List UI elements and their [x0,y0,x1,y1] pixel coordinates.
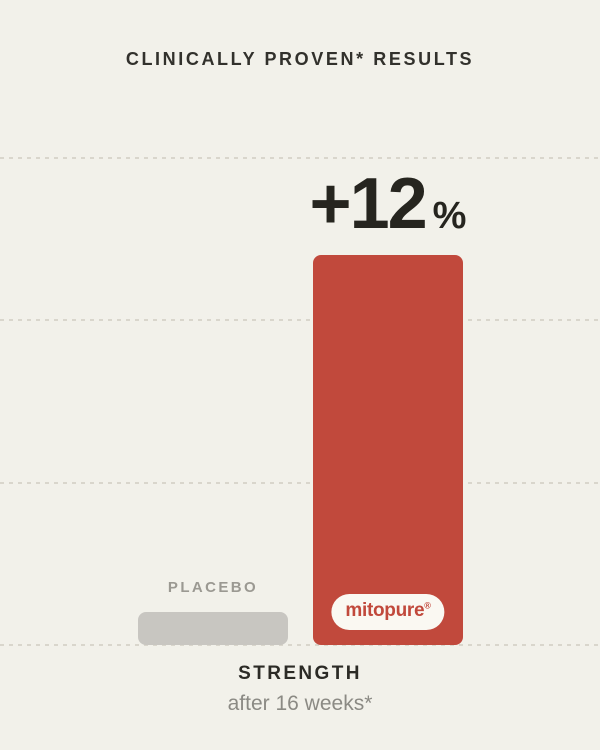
mitopure-value-annotation: +12 % [309,164,467,244]
gridline [0,156,600,159]
annotation-number: +12 [309,164,428,244]
mitopure-logo-badge: mitopure® [331,594,445,630]
gridline [0,644,600,646]
mitopure-logo-text: mitopure [345,600,425,622]
placebo-bar-label: PLACEBO [167,579,259,596]
gridline [0,319,600,321]
gridline [0,481,600,484]
x-axis-sublabel: after 16 weeks* [227,692,373,715]
chart-title: CLINICALLY PROVEN* RESULTS [125,49,475,69]
registered-mark-icon: ® [424,600,431,611]
mitopure-bar: mitopure® [313,255,463,645]
annotation-percent-sign: % [432,195,467,237]
x-axis-label: STRENGTH [238,663,362,684]
placebo-bar [138,612,288,645]
